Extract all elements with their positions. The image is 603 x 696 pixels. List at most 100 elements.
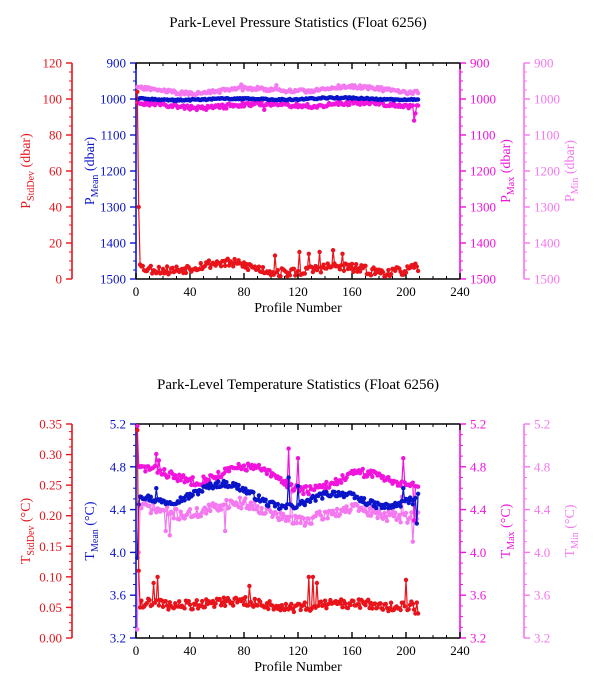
- data-point-max: [264, 471, 270, 477]
- data-point-std: [156, 264, 162, 270]
- data-point-std: [415, 611, 421, 616]
- data-point-std: [283, 601, 289, 607]
- data-point-mean: [190, 492, 195, 498]
- x-tick-label: 40: [184, 284, 197, 299]
- data-point-mean: [294, 505, 299, 510]
- data-point-min: [391, 514, 396, 519]
- data-point-max: [411, 518, 417, 523]
- data-point-std: [136, 568, 141, 573]
- data-point-max: [324, 479, 329, 485]
- y-tick-label: 1100: [470, 128, 496, 143]
- data-point-std: [330, 248, 336, 253]
- data-point-max: [410, 480, 415, 485]
- data-point-mean: [266, 504, 271, 509]
- data-point-std: [164, 603, 170, 608]
- data-point-std: [154, 598, 159, 603]
- data-point-min: [382, 511, 387, 516]
- data-point-max: [344, 475, 349, 480]
- data-point-std: [202, 605, 207, 610]
- data-point-mean: [224, 480, 229, 485]
- data-point-std: [275, 268, 280, 273]
- data-point-max: [143, 469, 148, 474]
- data-point-std: [278, 274, 283, 279]
- data-point-min: [306, 516, 311, 521]
- y-axis-label-std: PStdDev (dbar): [19, 133, 37, 209]
- data-point-max: [306, 492, 311, 497]
- y-tick-label: 1400: [100, 236, 126, 251]
- data-point-mean: [413, 495, 418, 501]
- data-point-std: [366, 597, 371, 602]
- data-point-max: [321, 482, 326, 488]
- data-point-mean: [136, 502, 141, 507]
- y-tick-label: 4.0: [470, 545, 486, 560]
- data-point-min: [174, 507, 179, 512]
- pressure-chart: Park-Level Pressure Statistics (Float 62…: [19, 15, 581, 316]
- data-point-std: [324, 606, 329, 611]
- data-point-std: [167, 270, 172, 275]
- data-point-mean: [415, 97, 421, 102]
- data-point-std: [357, 605, 363, 610]
- data-point-min: [274, 511, 279, 516]
- y-tick-label: 1300: [534, 200, 560, 215]
- data-point-max: [312, 487, 317, 493]
- data-point-mean: [382, 505, 387, 511]
- data-point-std: [202, 264, 207, 269]
- data-point-max: [278, 475, 283, 481]
- data-point-min: [218, 507, 224, 512]
- data-point-mean: [415, 491, 421, 496]
- data-point-std: [232, 256, 237, 262]
- x-tick-label: 120: [288, 643, 308, 658]
- y-tick-label: 0.15: [39, 539, 62, 554]
- data-point-min: [410, 539, 415, 544]
- data-point-max: [380, 474, 386, 479]
- data-point-min: [222, 528, 228, 534]
- data-point-std: [287, 273, 293, 278]
- y-tick-label: 1500: [534, 272, 560, 287]
- data-point-min: [163, 528, 168, 534]
- series-min: [135, 82, 421, 98]
- y-tick-label: 0.10: [39, 569, 62, 584]
- y-tick-label: 0.00: [39, 631, 62, 646]
- data-point-std: [183, 270, 189, 276]
- y-axis-label-min: PMin (dbar): [563, 140, 581, 203]
- data-point-std: [316, 603, 321, 608]
- data-point-min: [287, 514, 293, 519]
- data-point-max: [411, 118, 417, 123]
- data-point-std: [402, 604, 407, 609]
- data-point-std: [213, 601, 218, 606]
- y-tick-label: 120: [43, 56, 63, 71]
- data-point-std: [144, 601, 149, 606]
- data-point-max: [347, 102, 352, 108]
- data-point-min: [147, 503, 152, 508]
- y-tick-label: 1000: [470, 92, 496, 107]
- data-point-mean: [313, 498, 318, 503]
- data-point-min: [274, 83, 279, 88]
- data-point-std: [182, 606, 187, 611]
- data-point-std: [194, 598, 199, 603]
- data-point-std: [258, 599, 263, 604]
- data-point-min: [384, 518, 390, 524]
- x-axis-label: Profile Number: [254, 301, 342, 316]
- data-point-min: [294, 520, 299, 526]
- data-point-mean: [243, 486, 248, 491]
- y-tick-label: 4.4: [470, 502, 487, 517]
- y-tick-label: 3.2: [110, 631, 126, 646]
- x-tick-label: 0: [133, 284, 140, 299]
- data-point-max: [401, 456, 406, 461]
- data-point-std: [252, 596, 257, 602]
- data-point-min: [317, 509, 322, 514]
- y-tick-label: 1300: [100, 200, 126, 215]
- data-point-std: [340, 251, 345, 256]
- data-point-std: [321, 603, 326, 608]
- data-point-min: [259, 506, 264, 511]
- data-point-std: [221, 595, 226, 600]
- series-line-std: [136, 91, 419, 279]
- data-point-min: [355, 503, 360, 508]
- data-point-std: [167, 600, 172, 605]
- y-tick-label: 1100: [100, 128, 126, 143]
- y-tick-label: 3.6: [110, 588, 127, 603]
- data-point-std: [198, 261, 203, 266]
- data-point-min: [348, 507, 353, 512]
- data-point-std: [245, 267, 251, 273]
- data-point-mean: [154, 486, 159, 491]
